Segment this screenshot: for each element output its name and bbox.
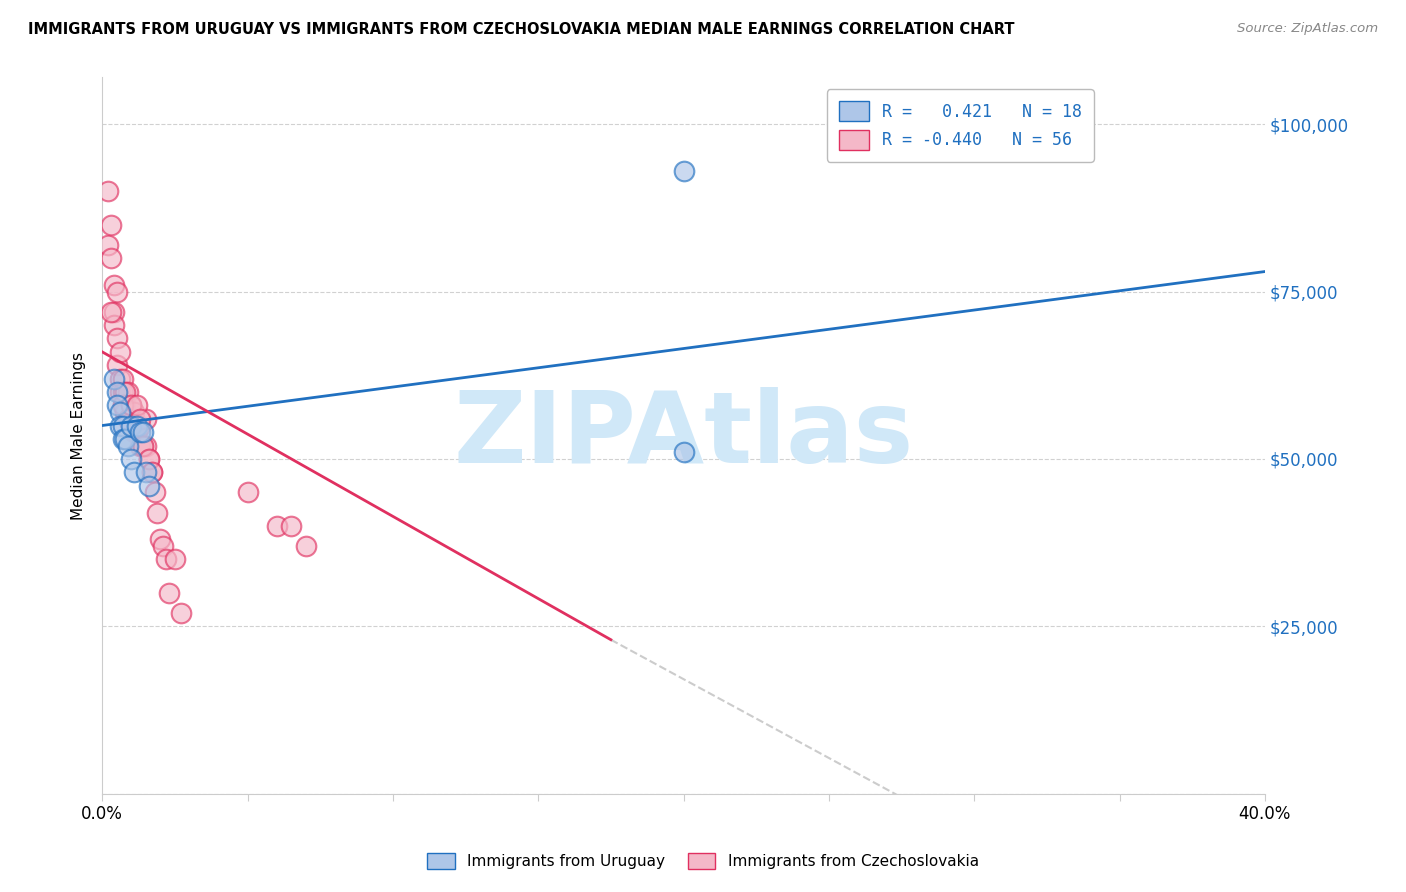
Point bbox=[122, 466, 145, 480]
Point bbox=[108, 372, 131, 386]
Point bbox=[108, 385, 131, 400]
Point bbox=[117, 412, 139, 426]
Point bbox=[97, 237, 120, 252]
Point bbox=[127, 425, 149, 440]
Point bbox=[108, 344, 131, 359]
Point bbox=[111, 432, 134, 446]
Point bbox=[111, 385, 134, 400]
Legend: R =   0.421   N = 18, R = -0.440   N = 56: R = 0.421 N = 18, R = -0.440 N = 56 bbox=[827, 89, 1094, 161]
Point bbox=[100, 218, 122, 232]
Point bbox=[108, 418, 131, 433]
Point bbox=[120, 412, 142, 426]
Point bbox=[127, 399, 149, 413]
Point bbox=[129, 418, 152, 433]
Text: ZIPAtlas: ZIPAtlas bbox=[453, 387, 914, 484]
Point bbox=[105, 385, 128, 400]
Point bbox=[105, 285, 128, 299]
Point bbox=[129, 439, 152, 453]
Point bbox=[672, 164, 695, 178]
Point bbox=[122, 425, 145, 440]
Point bbox=[114, 432, 136, 446]
Point bbox=[138, 452, 160, 467]
Point bbox=[103, 304, 125, 318]
Text: IMMIGRANTS FROM URUGUAY VS IMMIGRANTS FROM CZECHOSLOVAKIA MEDIAN MALE EARNINGS C: IMMIGRANTS FROM URUGUAY VS IMMIGRANTS FR… bbox=[28, 22, 1015, 37]
Point bbox=[97, 184, 120, 198]
Point bbox=[108, 405, 131, 419]
Point bbox=[266, 519, 288, 533]
Point bbox=[170, 606, 193, 620]
Point bbox=[155, 552, 177, 566]
Legend: Immigrants from Uruguay, Immigrants from Czechoslovakia: Immigrants from Uruguay, Immigrants from… bbox=[422, 847, 984, 875]
Point bbox=[141, 466, 163, 480]
Point bbox=[163, 552, 186, 566]
Point bbox=[236, 485, 259, 500]
Point bbox=[138, 452, 160, 467]
Point bbox=[294, 539, 316, 553]
Point bbox=[152, 539, 174, 553]
Point bbox=[146, 506, 169, 520]
Point bbox=[129, 425, 152, 440]
Point bbox=[132, 439, 155, 453]
Point bbox=[120, 399, 142, 413]
Point bbox=[280, 519, 302, 533]
Point bbox=[120, 418, 142, 433]
Point bbox=[111, 372, 134, 386]
Point bbox=[114, 405, 136, 419]
Point bbox=[120, 452, 142, 467]
Point bbox=[103, 277, 125, 292]
Point bbox=[100, 304, 122, 318]
Point bbox=[114, 385, 136, 400]
Point bbox=[114, 399, 136, 413]
Point bbox=[117, 439, 139, 453]
Point bbox=[135, 412, 157, 426]
Point bbox=[105, 399, 128, 413]
Point bbox=[132, 425, 155, 440]
Point bbox=[111, 418, 134, 433]
Point bbox=[149, 533, 172, 547]
Point bbox=[129, 412, 152, 426]
Point bbox=[103, 372, 125, 386]
Point bbox=[138, 479, 160, 493]
Point bbox=[157, 586, 180, 600]
Text: Source: ZipAtlas.com: Source: ZipAtlas.com bbox=[1237, 22, 1378, 36]
Point bbox=[105, 358, 128, 372]
Point bbox=[135, 439, 157, 453]
Point bbox=[111, 399, 134, 413]
Point bbox=[114, 405, 136, 419]
Point bbox=[122, 405, 145, 419]
Point bbox=[127, 418, 149, 433]
Point bbox=[111, 399, 134, 413]
Point bbox=[117, 412, 139, 426]
Y-axis label: Median Male Earnings: Median Male Earnings bbox=[72, 351, 86, 519]
Point bbox=[100, 251, 122, 265]
Point bbox=[143, 485, 166, 500]
Point bbox=[105, 331, 128, 345]
Point bbox=[135, 466, 157, 480]
Point bbox=[132, 439, 155, 453]
Point bbox=[117, 385, 139, 400]
Point bbox=[672, 445, 695, 459]
Point bbox=[120, 399, 142, 413]
Point bbox=[120, 418, 142, 433]
Point bbox=[141, 466, 163, 480]
Point bbox=[103, 318, 125, 332]
